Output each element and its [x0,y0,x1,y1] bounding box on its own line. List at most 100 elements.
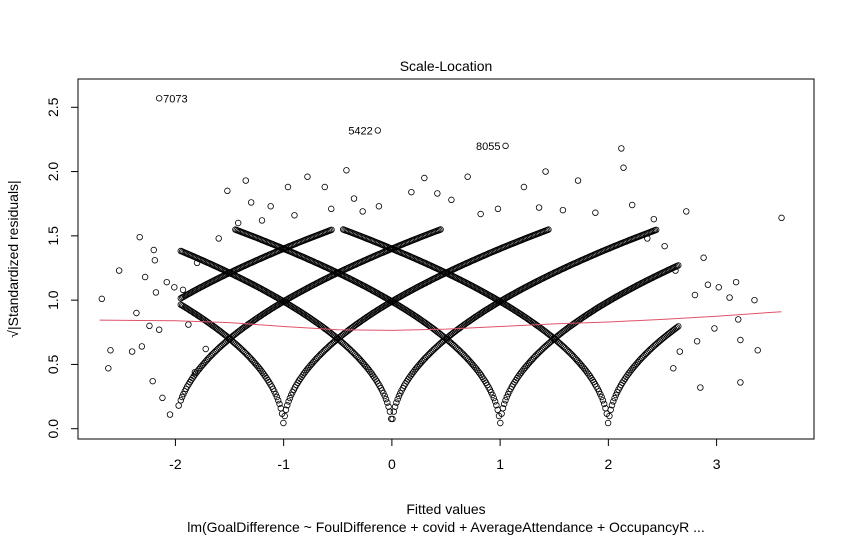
scatter-point [672,267,679,274]
scatter-point [171,284,178,291]
outlier-label: 8055 [476,141,500,153]
lattice-point [598,393,605,401]
lattice-point [284,402,291,409]
y-tick-label: 1.5 [45,226,61,246]
outlier-label: 7073 [163,93,187,105]
scatter-point [535,204,543,211]
lattice-point [493,402,500,409]
outlier-label: 5422 [348,125,372,137]
scatter-point [141,273,149,281]
scatter-point [328,205,335,213]
x-tick-label: 2 [604,456,612,472]
y-axis: 0.0 0.5 1.0 1.5 2.0 2.5 [45,97,79,439]
lattice-point [501,400,508,408]
scatter-point [304,173,311,180]
scatter-point [620,164,627,171]
scatter-point [193,259,201,267]
scatter-point [155,326,163,333]
scatter-point [732,278,740,286]
scatter-point [670,365,677,372]
y-tick-label: 0.0 [45,419,61,439]
scatter-point [215,235,222,242]
lattice-point [393,399,400,406]
scatter-point [715,284,722,291]
lattice-point [545,226,552,233]
lattice-point [491,398,499,405]
lattice-point [497,419,504,427]
scatter-point [592,209,599,216]
scatter-point [179,286,187,294]
scatter-point [149,377,156,385]
lattice-point [390,408,397,415]
lattice-point [187,376,195,384]
scatter-point [683,208,690,215]
scatter-point [136,233,143,241]
scatter-point [242,177,249,184]
scatter-point [754,347,761,354]
lattice-point [286,394,294,402]
scatter-point [133,309,140,317]
scatter-point [628,201,636,209]
lattice-point [272,390,279,398]
scatter-point [350,195,358,202]
scatter-point [150,246,157,254]
scatter-point [711,325,718,332]
scatter-point [421,174,428,182]
lattice-point [280,419,287,427]
lattice-point [611,394,618,402]
smooth-line [99,311,782,331]
x-tick-label: -1 [277,456,290,472]
lattice-point [177,397,184,404]
scatter-point [700,254,707,261]
scatter-point [321,183,328,191]
scatter-point [146,322,153,330]
scatter-point [704,281,712,288]
scatter-point [574,177,582,184]
scatter-point [650,215,658,223]
lattice-point [607,406,614,413]
lattice-points [177,226,682,427]
scatter-point [98,295,106,303]
lattice-point [276,400,283,408]
scatter-point [107,347,114,354]
y-tick-label: 1.0 [45,290,61,310]
scatter-point [375,203,383,210]
lattice-point [610,398,617,405]
plot-frame [77,78,815,440]
lattice-point [502,397,509,404]
lattice-point [381,392,388,400]
scatter-point [166,411,174,418]
scatter-point [737,336,744,344]
y-tick-label: 0.5 [45,354,61,374]
lattice-point [675,262,682,269]
scatter-point [258,217,266,224]
scatter-point [291,212,298,219]
lattice-point [597,390,604,398]
lattice-point [382,395,390,403]
x-axis-label: Fitted values [406,501,485,517]
lattice-point [673,324,681,331]
lattice-point [503,393,510,401]
scatter-point [618,145,625,152]
scatter-point [693,338,701,345]
lattice-point [653,226,660,233]
x-tick-label: 3 [713,456,721,472]
scatter-point [115,267,123,274]
lattice-point [675,323,682,330]
outlier-labels: 7073 5422 8055 [155,93,509,153]
lattice-point [391,403,399,410]
lattice-point [490,394,497,402]
y-axis-label: √|Standardized residuals| [5,180,21,337]
smooth-line-group [99,311,782,331]
scatter-point [343,167,350,174]
scatter-point [185,321,192,328]
lattice-point [264,376,271,384]
scatter-point [284,183,292,191]
scatter-point [697,384,704,391]
scatter-point [434,190,441,197]
scatter-point [234,219,242,227]
scatter-point [778,214,785,222]
scatter-point [247,199,255,206]
